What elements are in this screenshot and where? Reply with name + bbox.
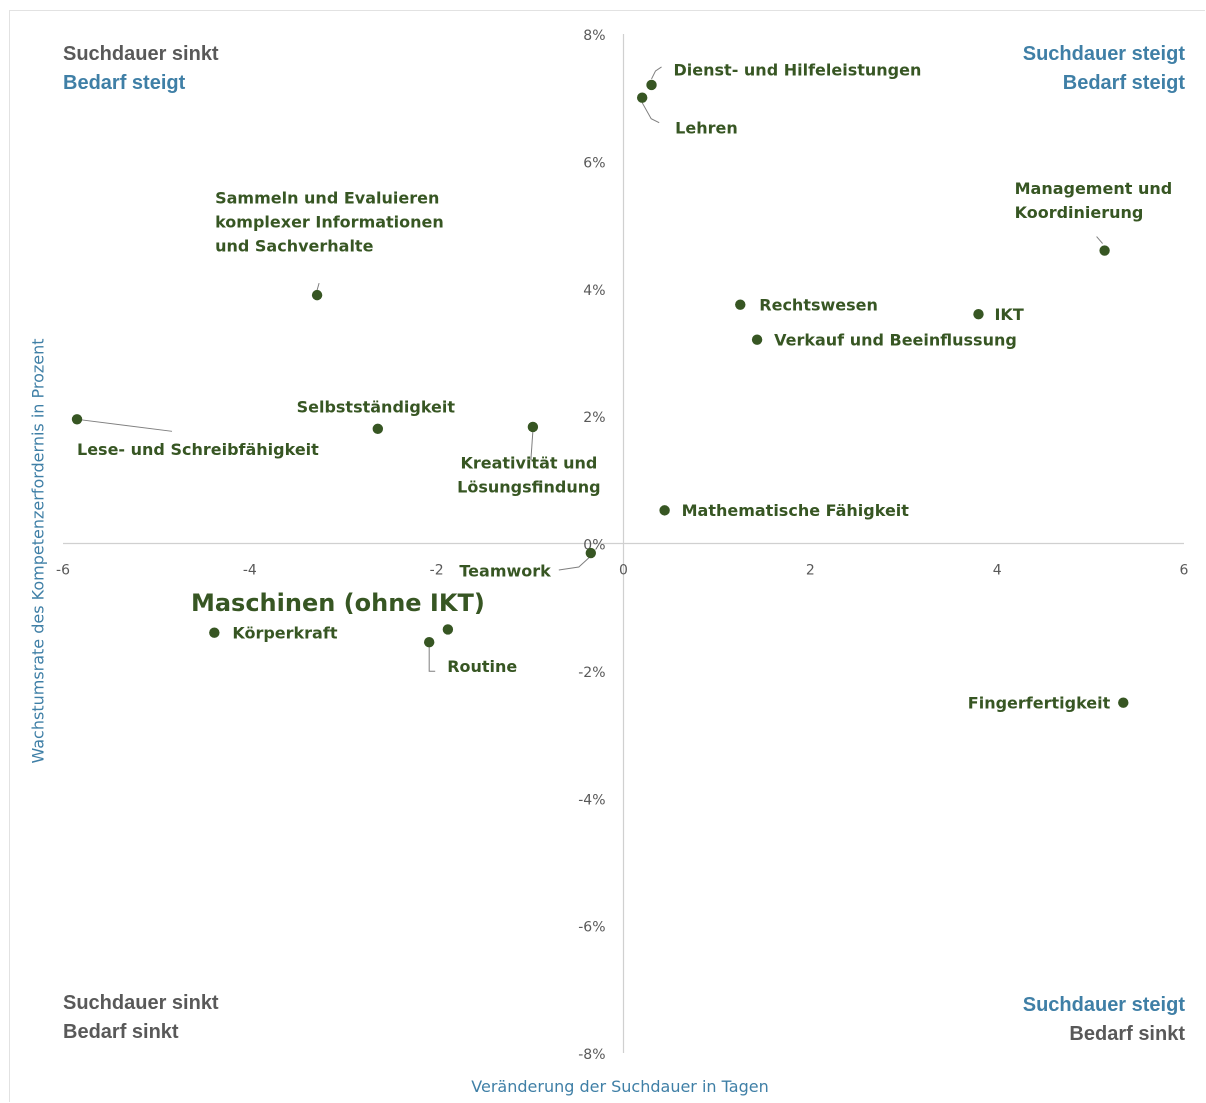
leader-line xyxy=(530,430,534,460)
point-label: Teamwork xyxy=(459,562,551,581)
y-tick-label: 6% xyxy=(583,155,605,171)
point-label: Selbstständigkeit xyxy=(297,397,456,416)
quadrant-top-left-line2: Bedarf steigt xyxy=(63,72,186,94)
point-label: IKT xyxy=(994,305,1023,324)
data-point xyxy=(423,637,435,648)
data-point xyxy=(585,547,597,559)
y-tick-label: 8% xyxy=(583,28,605,44)
leader-line xyxy=(1096,236,1103,244)
leader-line xyxy=(558,556,591,571)
data-point xyxy=(636,92,648,103)
x-tick-label: 2 xyxy=(806,563,815,579)
quadrant-label-top-right: Suchdauer steigt Bedarf steigt xyxy=(1023,40,1185,98)
point-label: Rechtswesen xyxy=(759,295,878,314)
point-label: Lese- und Schreibfähigkeit xyxy=(77,440,319,459)
data-point xyxy=(751,334,763,345)
point-label: Kreativität und Lösungsfindung xyxy=(457,454,600,497)
data-point xyxy=(659,505,670,516)
quadrant-bottom-right-line2: Bedarf sinkt xyxy=(1069,1023,1185,1045)
point-label: Körperkraft xyxy=(232,623,337,642)
quadrant-bottom-left-line1: Suchdauer sinkt xyxy=(63,992,219,1014)
leader-line xyxy=(641,102,660,124)
quadrant-top-right-line1: Suchdauer steigt xyxy=(1022,43,1185,65)
y-tick-label: -4% xyxy=(578,792,605,808)
x-axis-title: Veränderung der Suchdauer in Tagen xyxy=(471,1077,769,1096)
point-label: Maschinen (ohne IKT) xyxy=(191,589,485,617)
x-tick-label: -6 xyxy=(56,563,70,579)
point-label: Routine xyxy=(447,657,517,676)
y-tick-label: -6% xyxy=(578,920,605,936)
point-label: Sammeln und Evaluieren komplexer Informat… xyxy=(215,189,444,256)
quadrant-label-bottom-left: Suchdauer sinkt Bedarf sinkt xyxy=(63,989,219,1047)
x-tick-label: -4 xyxy=(243,563,257,579)
quadrant-bottom-right-line1: Suchdauer steigt xyxy=(1022,994,1185,1016)
data-point xyxy=(735,299,746,310)
data-point xyxy=(71,414,83,425)
leader-line xyxy=(428,646,436,672)
data-point xyxy=(973,309,984,320)
x-tick-label: -2 xyxy=(430,563,444,579)
chart-frame xyxy=(9,10,1205,1102)
quadrant-label-top-left: Suchdauer sinkt Bedarf steigt xyxy=(63,40,219,98)
y-tick-label: 4% xyxy=(583,283,605,299)
data-point xyxy=(372,423,384,435)
point-label: Mathematische Fähigkeit xyxy=(682,501,910,520)
quadrant-top-right-line2: Bedarf steigt xyxy=(1062,72,1185,94)
leader-line xyxy=(651,66,662,80)
y-tick-label: -2% xyxy=(578,665,605,681)
y-axis-title: Wachstumsrate des Kompetenzerfordernis i… xyxy=(28,338,48,764)
point-label: Management und Koordinierung xyxy=(1015,179,1173,222)
x-tick-label: 0 xyxy=(619,563,628,579)
y-tick-label: -8% xyxy=(578,1047,605,1063)
leader-line xyxy=(316,282,320,291)
data-point xyxy=(1118,697,1129,708)
data-point xyxy=(527,421,539,433)
point-label: Lehren xyxy=(675,118,738,137)
quadrant-top-left-line1: Suchdauer sinkt xyxy=(63,43,219,65)
y-tick-label: 2% xyxy=(583,410,605,426)
x-tick-label: 6 xyxy=(1180,563,1189,579)
data-point xyxy=(1099,245,1110,256)
leader-line xyxy=(76,418,173,432)
quadrant-bottom-left-line2: Bedarf sinkt xyxy=(63,1021,179,1043)
point-label: Fingerfertigkeit xyxy=(968,693,1111,712)
x-tick-label: 4 xyxy=(993,563,1002,579)
data-point xyxy=(311,289,323,301)
data-point xyxy=(442,624,454,635)
point-label: Verkauf und Beeinflussung xyxy=(774,330,1017,349)
quadrant-label-bottom-right: Suchdauer steigt Bedarf sinkt xyxy=(1023,991,1185,1049)
data-point xyxy=(646,79,657,91)
data-point xyxy=(209,627,220,638)
point-label: Dienst- und Hilfeleistungen xyxy=(674,61,922,80)
